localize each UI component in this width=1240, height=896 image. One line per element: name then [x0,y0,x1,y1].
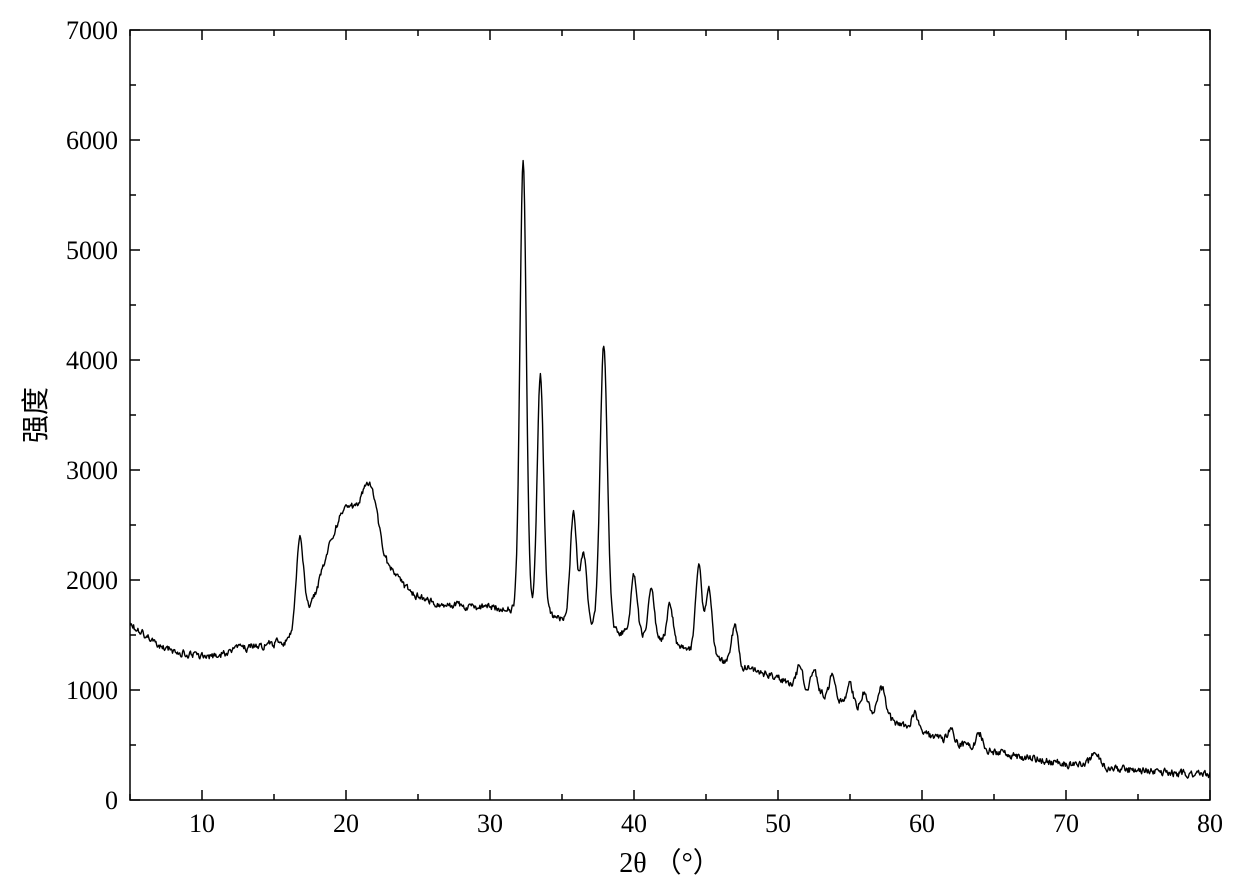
xrd-chart: 10 20 30 40 50 60 70 80 0 1000 2000 3000 4000 5000 600… [0,0,1240,896]
svg-text:4000: 4000 [66,346,118,375]
svg-text:20: 20 [333,809,359,838]
svg-text:1000: 1000 [66,676,118,705]
svg-text:5000: 5000 [66,236,118,265]
chart-svg: 10 20 30 40 50 60 70 80 0 1000 2000 3000 4000 5000 600… [0,0,1240,896]
svg-text:10: 10 [189,809,215,838]
svg-text:30: 30 [477,809,503,838]
svg-text:7000: 7000 [66,16,118,45]
svg-text:3000: 3000 [66,456,118,485]
svg-text:2000: 2000 [66,566,118,595]
svg-text:50: 50 [765,809,791,838]
svg-text:2θ （°）: 2θ （°） [619,847,721,879]
svg-text:强度: 强度 [20,387,52,443]
svg-text:60: 60 [909,809,935,838]
svg-text:80: 80 [1197,809,1223,838]
svg-text:6000: 6000 [66,126,118,155]
svg-text:40: 40 [621,809,647,838]
svg-text:70: 70 [1053,809,1079,838]
svg-text:0: 0 [105,786,118,815]
